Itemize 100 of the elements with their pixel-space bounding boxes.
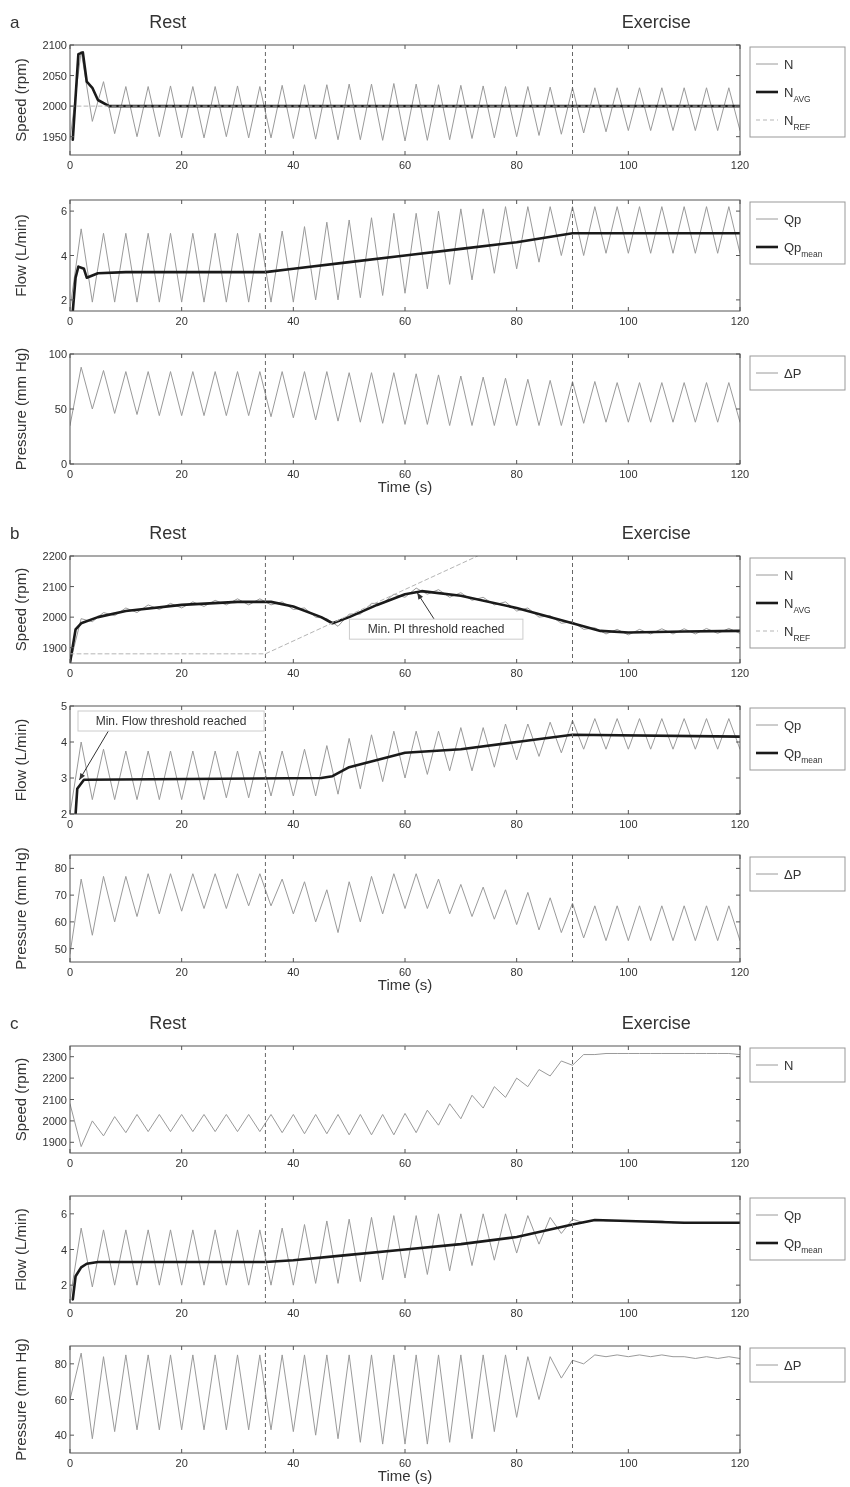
y-axis-title: Speed (rpm) xyxy=(12,1057,29,1142)
y-tick-label: 80 xyxy=(54,1357,67,1370)
x-tick-label: 120 xyxy=(730,468,750,480)
y-tick-label: 4 xyxy=(60,736,67,748)
x-tick-label: 20 xyxy=(175,159,188,171)
y-tick-label: 2 xyxy=(60,808,67,820)
x-tick-label: 100 xyxy=(619,159,638,171)
text: Exercise xyxy=(621,523,691,543)
y-tick-label: 2100 xyxy=(42,39,67,51)
y-tick-label: 1900 xyxy=(42,641,67,654)
chart-title: a xyxy=(10,13,20,32)
x-tick-label: 20 xyxy=(175,1457,188,1469)
y-tick-label: 1900 xyxy=(42,1136,67,1149)
x-tick-label: 100 xyxy=(619,1157,638,1169)
y-tick-label: 80 xyxy=(54,862,67,875)
legend-label: N$_{AVG}$ xyxy=(784,85,811,104)
x-tick-label: 20 xyxy=(175,667,188,679)
text: Rest xyxy=(149,1013,187,1033)
y-axis-title: Flow (L/min) xyxy=(12,214,29,297)
y-tick-label: 2300 xyxy=(42,1050,67,1063)
y-tick-label: 2200 xyxy=(42,550,67,562)
x-tick-label: 60 xyxy=(398,315,412,327)
chart-title: b xyxy=(10,524,20,543)
legend-label: N xyxy=(784,1058,794,1073)
x-tick-label: 20 xyxy=(175,818,188,830)
legend-label: N$_{AVG}$ xyxy=(784,596,811,615)
y-tick-label: 4 xyxy=(60,1243,67,1256)
x-tick-label: 60 xyxy=(398,1157,412,1169)
x-tick-label: 80 xyxy=(510,966,523,978)
legend-label: Qp$_{mean}$ xyxy=(784,240,823,259)
legend-label: Qp xyxy=(784,718,802,733)
annotation: Min. PI threshold reached xyxy=(367,622,505,637)
y-tick-label: 2100 xyxy=(42,1093,67,1106)
x-axis-title: Time (s) xyxy=(377,976,433,993)
x-tick-label: 100 xyxy=(619,1457,638,1469)
x-tick-label: 40 xyxy=(287,1157,300,1169)
y-tick-label: 2000 xyxy=(42,100,67,113)
x-tick-label: 40 xyxy=(287,966,300,978)
y-tick-label: 2000 xyxy=(42,611,67,624)
y-tick-label: 2 xyxy=(60,293,67,306)
legend-label: Qp$_{mean}$ xyxy=(784,746,823,765)
x-tick-label: 20 xyxy=(175,1157,188,1169)
x-tick-label: 120 xyxy=(730,966,750,978)
x-tick-label: 100 xyxy=(619,468,638,480)
y-tick-label: 3 xyxy=(60,772,67,784)
x-tick-label: 80 xyxy=(510,1457,523,1469)
x-tick-label: 80 xyxy=(510,468,523,480)
x-tick-label: 40 xyxy=(287,818,300,830)
x-tick-label: 20 xyxy=(175,315,188,327)
y-tick-label: 6 xyxy=(60,205,67,218)
legend-label: ΔP xyxy=(784,867,802,882)
y-axis-title: Speed (rpm) xyxy=(12,58,29,142)
x-tick-label: 60 xyxy=(398,818,412,830)
x-tick-label: 60 xyxy=(398,966,412,978)
x-tick-label: 20 xyxy=(175,468,188,480)
y-tick-label: 60 xyxy=(54,1393,67,1406)
y-tick-label: 4 xyxy=(60,249,67,262)
x-tick-label: 40 xyxy=(287,159,300,171)
y-tick-label: 2 xyxy=(60,1279,67,1292)
x-axis-title: Time (s) xyxy=(377,478,433,495)
x-tick-label: 40 xyxy=(287,1457,300,1469)
legend-label: N$_{REF}$ xyxy=(784,624,811,643)
x-tick-label: 80 xyxy=(510,1307,523,1319)
x-tick-label: 80 xyxy=(510,159,523,171)
x-tick-label: 120 xyxy=(730,315,750,327)
y-tick-label: 2100 xyxy=(42,580,67,593)
legend-label: Qp xyxy=(784,212,802,227)
y-tick-label: 5 xyxy=(60,700,67,712)
x-tick-label: 120 xyxy=(730,667,750,679)
legend-label: ΔP xyxy=(784,366,802,381)
y-axis-title: Pressure (mm Hg) xyxy=(12,347,29,471)
legend-label: N xyxy=(784,57,794,72)
y-tick-label: 100 xyxy=(48,348,67,360)
x-tick-label: 120 xyxy=(730,1457,750,1469)
x-tick-label: 80 xyxy=(510,818,523,830)
x-tick-label: 60 xyxy=(398,468,412,480)
text: Exercise xyxy=(621,12,691,32)
text: Exercise xyxy=(621,1013,691,1033)
text: Rest xyxy=(149,523,187,543)
x-tick-label: 80 xyxy=(510,315,523,327)
x-tick-label: 100 xyxy=(619,1307,638,1319)
y-axis-title: Flow (L/min) xyxy=(12,718,29,802)
x-tick-label: 100 xyxy=(619,818,638,830)
y-axis-title: Pressure (mm Hg) xyxy=(12,1338,29,1461)
x-tick-label: 60 xyxy=(398,159,412,171)
x-tick-label: 60 xyxy=(398,1457,412,1469)
x-tick-label: 40 xyxy=(287,667,300,679)
y-tick-label: 1950 xyxy=(42,130,67,143)
y-tick-label: 2000 xyxy=(42,1114,67,1127)
y-tick-label: 2200 xyxy=(42,1072,67,1085)
x-tick-label: 100 xyxy=(619,966,638,978)
y-tick-label: 50 xyxy=(54,942,67,955)
y-tick-label: 40 xyxy=(54,1429,67,1442)
x-tick-label: 20 xyxy=(175,966,188,978)
legend-label: Qp$_{mean}$ xyxy=(784,1236,823,1255)
text: Rest xyxy=(149,12,187,32)
x-tick-label: 20 xyxy=(175,1307,188,1319)
y-axis-title: Pressure (mm Hg) xyxy=(12,847,29,970)
x-tick-label: 40 xyxy=(287,1307,300,1319)
y-axis-title: Flow (L/min) xyxy=(12,1208,29,1291)
